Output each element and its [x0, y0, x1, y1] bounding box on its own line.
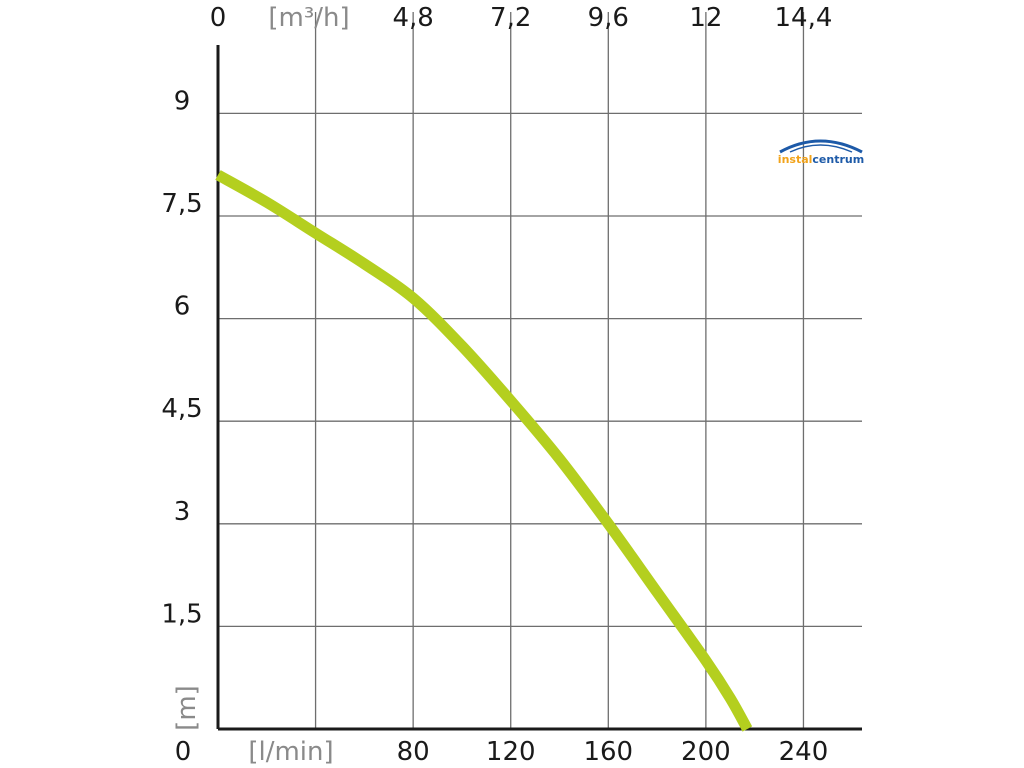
x2-tick-label: 7,2 [490, 3, 531, 33]
logo-text: instalcentrum [778, 153, 864, 166]
series-line [215, 170, 753, 732]
x-tick-label: 120 [486, 737, 536, 767]
x2-tick-label: 0 [210, 3, 227, 33]
x-tick-label: 0 [175, 737, 192, 767]
logo-arch-inner-icon [789, 144, 853, 153]
x-tick-label: 240 [779, 737, 829, 767]
logo-arch-icon [779, 139, 863, 154]
x-tick-label: 200 [681, 737, 731, 767]
brand-logo: instalcentrum [778, 139, 864, 166]
x-tick-label: 160 [583, 737, 633, 767]
y-tick-label: 3 [174, 497, 191, 527]
y-unit-label: [m] [172, 685, 202, 731]
grid [218, 12, 862, 729]
y-tick-label: 4,5 [161, 394, 202, 424]
x-tick-label: 80 [397, 737, 430, 767]
y-tick-label: 9 [174, 86, 191, 116]
series [215, 170, 753, 732]
x2-tick-label: 12 [689, 3, 722, 33]
y-tick-label: 6 [174, 292, 191, 322]
axes [216, 45, 862, 731]
x2-tick-label: 14,4 [775, 3, 833, 33]
tick-labels: 0 80 120 160 200 240 0 4,8 7,2 9,6 12 14,4 1,5 3 4,5 6 7… [161, 3, 832, 767]
x2-unit-label: [m³/h] [268, 3, 349, 33]
y-tick-label: 1,5 [161, 599, 202, 629]
x2-tick-label: 4,8 [392, 3, 433, 33]
x-unit-label: [l/min] [248, 737, 333, 767]
x2-tick-label: 9,6 [588, 3, 629, 33]
y-tick-label: 7,5 [161, 189, 202, 219]
